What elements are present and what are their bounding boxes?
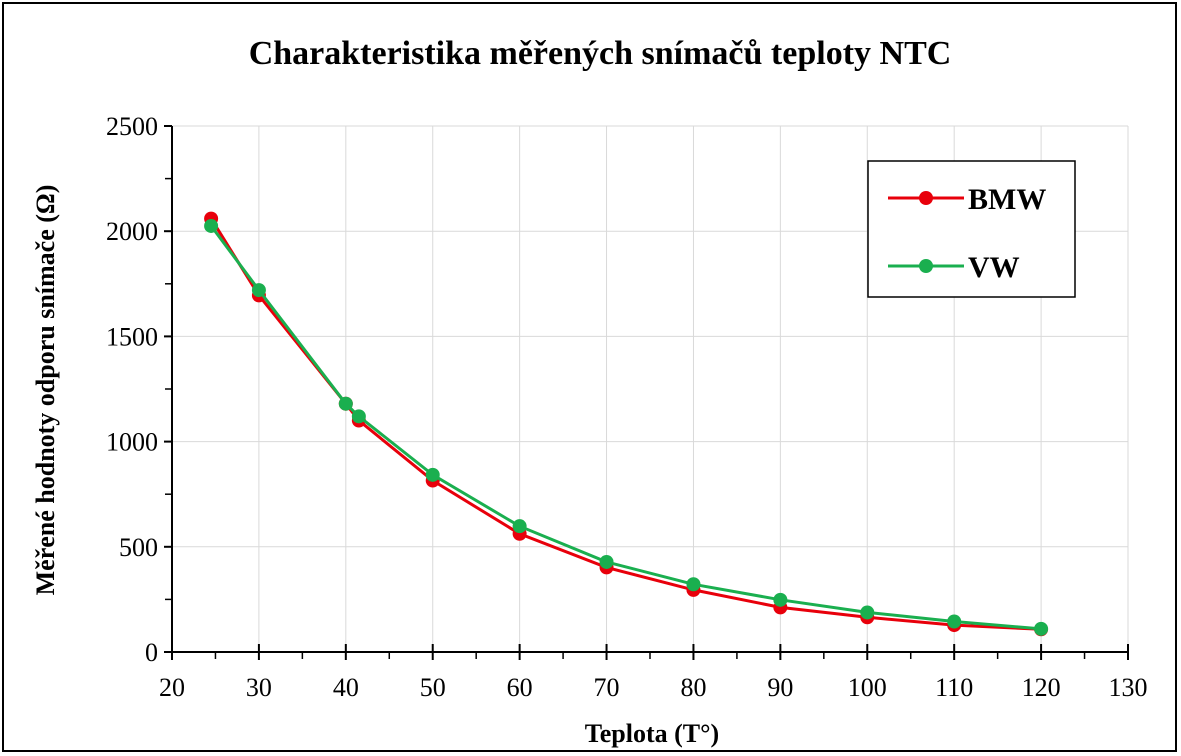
- data-point-vw: [512, 519, 527, 534]
- data-point-vw: [338, 396, 353, 411]
- series: [204, 211, 1049, 637]
- x-tick-label: 110: [935, 673, 973, 702]
- y-tick-label: 2500: [106, 112, 158, 141]
- data-point-vw: [947, 614, 962, 629]
- x-tick-label: 50: [420, 673, 446, 702]
- axes: [164, 125, 1129, 660]
- series-vw: [204, 218, 1049, 636]
- legend-entry-vw: VW: [888, 251, 1020, 284]
- legend-label: BMW: [968, 183, 1046, 216]
- legend-swatch-marker: [919, 191, 933, 205]
- data-point-vw: [686, 577, 701, 592]
- y-tick-label: 500: [119, 533, 158, 562]
- y-axis-label: Měřené hodnoty odporu snímače (Ω): [31, 185, 60, 596]
- legend-swatch-marker: [919, 259, 933, 273]
- x-tick-label: 100: [848, 673, 887, 702]
- data-point-vw: [1034, 621, 1049, 636]
- x-tick-label: 60: [507, 673, 533, 702]
- x-axis-label: Teplota (T°): [585, 719, 719, 748]
- y-tick-label: 0: [145, 638, 158, 667]
- chart-canvas: Charakteristika měřených snímačů teploty…: [31, 35, 1148, 748]
- series-line-vw: [209, 225, 1042, 631]
- x-tick-label: 120: [1022, 673, 1061, 702]
- data-point-vw: [599, 554, 614, 569]
- x-tick-label: 130: [1109, 673, 1148, 702]
- legend-entry-bmw: BMW: [888, 183, 1046, 216]
- y-tick-label: 1000: [106, 428, 158, 457]
- x-tick-label: 30: [246, 673, 272, 702]
- data-point-vw: [425, 467, 440, 482]
- data-point-vw: [204, 218, 219, 233]
- y-tick-label: 1500: [106, 322, 158, 351]
- tick-labels: 20 30 40 50 60 70 80 90 100 110 120 130 0 500 1000 1500…: [106, 112, 1148, 702]
- legend: BMW VW: [867, 160, 1076, 298]
- legend-label: VW: [968, 251, 1020, 284]
- x-tick-label: 40: [333, 673, 359, 702]
- data-point-vw: [773, 592, 788, 607]
- x-tick-label: 20: [159, 673, 185, 702]
- chart-title: Charakteristika měřených snímačů teploty…: [249, 35, 952, 72]
- data-point-vw: [351, 409, 366, 424]
- x-tick-label: 80: [680, 673, 706, 702]
- grid: [172, 125, 1129, 652]
- x-tick-label: 90: [767, 673, 793, 702]
- legend-box: [867, 160, 1076, 298]
- data-point-vw: [860, 605, 875, 620]
- x-tick-label: 70: [594, 673, 620, 702]
- y-tick-label: 2000: [106, 217, 158, 246]
- data-point-vw: [251, 283, 266, 298]
